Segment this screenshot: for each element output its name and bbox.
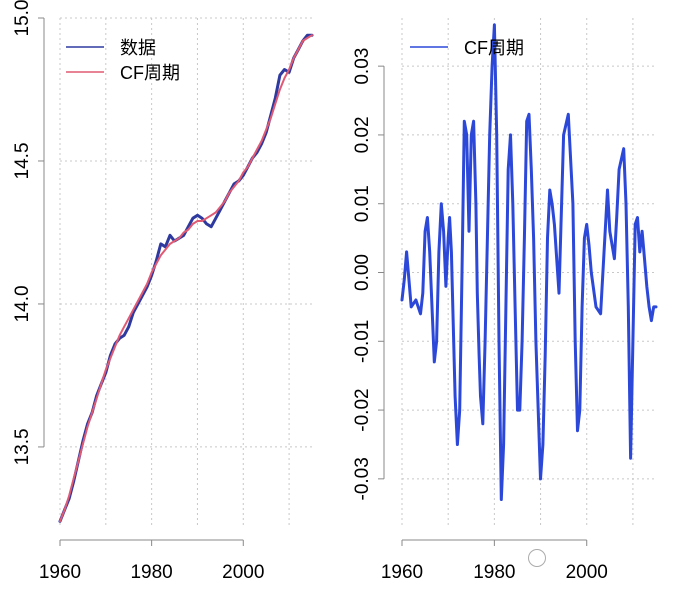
left-grid bbox=[59, 17, 312, 527]
x-tick-label: 1960 bbox=[39, 562, 81, 583]
y-tick-label: 14.5 bbox=[12, 142, 33, 179]
y-tick-label: 0.02 bbox=[352, 116, 373, 153]
series-line bbox=[400, 23, 658, 501]
y-tick-label: -0.03 bbox=[352, 457, 373, 500]
right-panel-cycle: -0.03 -0.02 -0.01 0.00 0.01 0.02 0.03 1960 1980 2… bbox=[352, 18, 658, 583]
y-tick-label: -0.01 bbox=[352, 320, 373, 363]
left-legend: 数据 CF周期 bbox=[66, 38, 180, 83]
left-axes: 13.5 14.0 14.5 15.0 1960 1980 2000 bbox=[12, 0, 264, 583]
y-tick-label: 0.03 bbox=[352, 48, 373, 85]
left-series bbox=[58, 33, 314, 523]
y-tick-label: -0.02 bbox=[352, 388, 373, 431]
x-tick-label: 1960 bbox=[381, 562, 423, 583]
right-axes: -0.03 -0.02 -0.01 0.00 0.01 0.02 0.03 1960 1980 2… bbox=[352, 48, 608, 583]
y-tick-label: 0.00 bbox=[352, 254, 373, 291]
series-line bbox=[59, 34, 313, 523]
left-panel-levels: 13.5 14.0 14.5 15.0 1960 1980 2000 数据 CF周期 bbox=[12, 0, 314, 583]
wechat-icon bbox=[528, 549, 546, 567]
x-tick-label: 1980 bbox=[130, 562, 172, 583]
right-legend: CF周期 bbox=[410, 38, 524, 58]
right-series bbox=[400, 23, 658, 501]
y-tick-label: 15.0 bbox=[12, 0, 33, 36]
x-tick-label: 1980 bbox=[473, 562, 515, 583]
watermark bbox=[528, 549, 548, 570]
legend-label: CF周期 bbox=[120, 63, 180, 83]
y-tick-label: 14.0 bbox=[12, 285, 33, 322]
x-tick-label: 2000 bbox=[566, 562, 608, 583]
y-tick-label: 13.5 bbox=[12, 428, 33, 465]
legend-label: 数据 bbox=[120, 38, 156, 58]
x-tick-label: 2000 bbox=[222, 562, 264, 583]
legend-label: CF周期 bbox=[464, 38, 524, 58]
y-tick-label: 0.01 bbox=[352, 185, 373, 222]
right-grid bbox=[401, 18, 656, 527]
